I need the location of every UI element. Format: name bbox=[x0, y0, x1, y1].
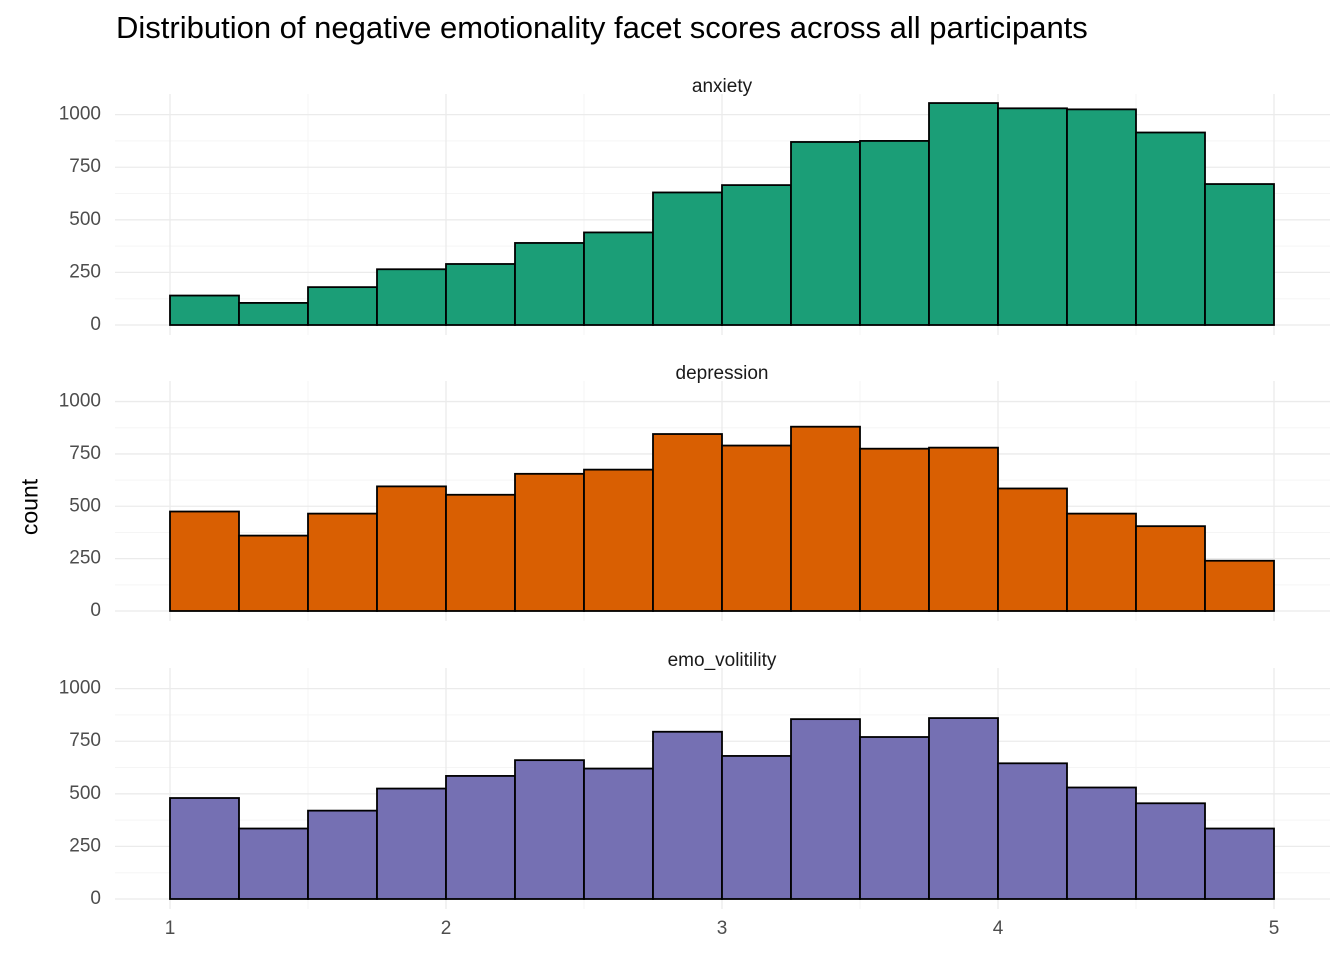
bar-emo_volitility-2 bbox=[307, 809, 378, 900]
y-tick-label: 250 bbox=[69, 835, 101, 856]
bar-depression-14 bbox=[1135, 525, 1206, 612]
x-tick-label: 1 bbox=[165, 918, 176, 939]
bar-depression-3 bbox=[376, 485, 447, 612]
bar-emo_volitility-13 bbox=[1066, 786, 1137, 900]
bar-emo_volitility-6 bbox=[583, 767, 654, 900]
bar-depression-11 bbox=[928, 446, 999, 612]
bar-anxiety-14 bbox=[1135, 131, 1206, 326]
bar-anxiety-1 bbox=[238, 302, 309, 326]
bar-depression-1 bbox=[238, 534, 309, 612]
bar-depression-12 bbox=[997, 487, 1068, 612]
x-tick-label: 3 bbox=[717, 918, 728, 939]
strip-label-anxiety: anxiety bbox=[692, 76, 753, 97]
bar-anxiety-10 bbox=[859, 140, 930, 326]
bar-emo_volitility-12 bbox=[997, 762, 1068, 900]
bar-anxiety-2 bbox=[307, 286, 378, 326]
bar-emo_volitility-4 bbox=[445, 775, 516, 900]
y-tick-label: 250 bbox=[69, 261, 101, 282]
bar-emo_volitility-0 bbox=[169, 797, 240, 900]
y-tick-label: 500 bbox=[69, 783, 101, 804]
chart-title: Distribution of negative emotionality fa… bbox=[116, 10, 1088, 45]
y-tick-label: 750 bbox=[69, 443, 101, 464]
bar-emo_volitility-10 bbox=[859, 736, 930, 900]
bar-depression-2 bbox=[307, 512, 378, 612]
bar-anxiety-0 bbox=[169, 294, 240, 326]
bar-anxiety-12 bbox=[997, 107, 1068, 326]
bar-emo_volitility-3 bbox=[376, 787, 447, 900]
x-tick-label: 5 bbox=[1269, 918, 1280, 939]
bar-emo_volitility-8 bbox=[721, 755, 792, 900]
bar-depression-9 bbox=[790, 425, 861, 612]
bar-depression-5 bbox=[514, 472, 585, 612]
bar-anxiety-4 bbox=[445, 263, 516, 326]
bar-emo_volitility-1 bbox=[238, 827, 309, 900]
bar-anxiety-3 bbox=[376, 268, 447, 326]
bar-anxiety-6 bbox=[583, 231, 654, 326]
y-tick-label: 0 bbox=[90, 314, 101, 335]
bar-anxiety-8 bbox=[721, 184, 792, 326]
bar-anxiety-13 bbox=[1066, 108, 1137, 326]
bar-depression-0 bbox=[169, 510, 240, 612]
y-tick-label: 1000 bbox=[59, 391, 101, 412]
bar-anxiety-15 bbox=[1204, 183, 1275, 326]
bar-depression-7 bbox=[652, 433, 723, 612]
bar-anxiety-11 bbox=[928, 102, 999, 326]
bar-depression-4 bbox=[445, 493, 516, 612]
bar-anxiety-7 bbox=[652, 191, 723, 326]
bar-emo_volitility-9 bbox=[790, 718, 861, 900]
bar-emo_volitility-5 bbox=[514, 759, 585, 900]
y-tick-label: 750 bbox=[69, 156, 101, 177]
y-tick-label: 500 bbox=[69, 209, 101, 230]
bar-depression-10 bbox=[859, 447, 930, 612]
x-tick-label: 2 bbox=[441, 918, 452, 939]
y-tick-label: 500 bbox=[69, 495, 101, 516]
y-tick-label: 1000 bbox=[59, 678, 101, 699]
y-tick-label: 0 bbox=[90, 888, 101, 909]
bar-emo_volitility-14 bbox=[1135, 802, 1206, 900]
bar-emo_volitility-7 bbox=[652, 730, 723, 900]
bar-depression-13 bbox=[1066, 512, 1137, 612]
bar-anxiety-5 bbox=[514, 242, 585, 326]
bar-depression-15 bbox=[1204, 559, 1275, 612]
y-tick-label: 0 bbox=[90, 600, 101, 621]
y-tick-label: 1000 bbox=[59, 104, 101, 125]
bar-depression-6 bbox=[583, 468, 654, 612]
strip-label-emo_volitility: emo_volitility bbox=[668, 650, 777, 671]
bar-emo_volitility-15 bbox=[1204, 827, 1275, 900]
strip-label-depression: depression bbox=[676, 363, 769, 384]
bar-anxiety-9 bbox=[790, 141, 861, 326]
bar-emo_volitility-11 bbox=[928, 717, 999, 900]
bar-depression-8 bbox=[721, 444, 792, 612]
x-tick-label: 4 bbox=[993, 918, 1004, 939]
y-tick-label: 250 bbox=[69, 548, 101, 569]
y-tick-label: 750 bbox=[69, 730, 101, 751]
